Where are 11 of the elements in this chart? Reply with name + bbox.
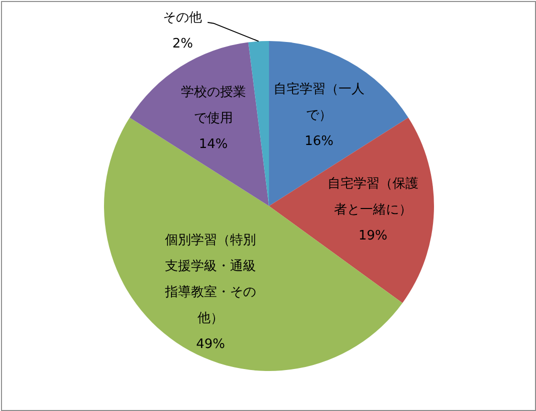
data-label: 16% (304, 134, 334, 149)
data-label: 2% (172, 36, 193, 52)
data-label: 49% (196, 336, 226, 352)
slice-label: 自宅学習（保護者と一緒に） (327, 175, 418, 218)
slice-label: 個別学習（特別支援学級・通級指導教室・その他） (164, 232, 256, 326)
slice-label: 自宅学習（一人で） (274, 80, 365, 123)
data-label: 14% (198, 137, 228, 152)
pie-slice (248, 41, 269, 206)
data-label: 19% (358, 228, 388, 244)
slice-label: 学校の授業で使用 (180, 85, 246, 126)
slice-label: その他 (163, 10, 202, 26)
